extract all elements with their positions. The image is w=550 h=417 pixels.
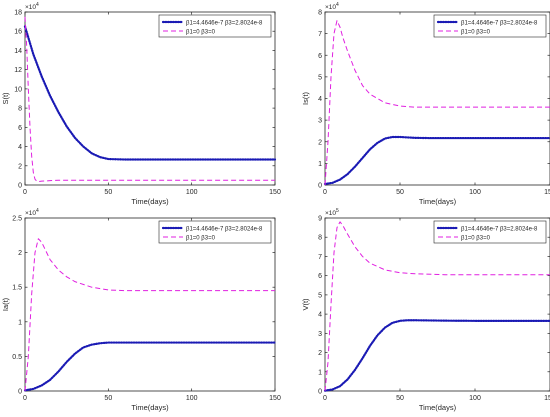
y-tick-label: 0.5 (12, 354, 22, 361)
y-tick-label: 2.5 (12, 216, 22, 223)
y-tick-label: 6 (318, 273, 322, 280)
axes-box (24, 217, 276, 392)
y-axis-multiplier: ×104 (25, 2, 39, 11)
y-tick-label: 6 (318, 53, 322, 60)
x-axis-label: Time(days) (419, 403, 457, 412)
x-tick-label: 50 (104, 395, 112, 402)
y-tick-label: 10 (14, 86, 22, 93)
y-tick-label: 8 (18, 106, 22, 113)
series-line-1 (23, 341, 277, 392)
y-tick-label: 1 (18, 319, 22, 326)
y-tick-label: 7 (318, 254, 322, 261)
legend-box (158, 220, 272, 244)
legend: β1=4.4646e-7 β3=2.8024e-8 β1=0 β3=0 (433, 220, 547, 244)
y-axis-multiplier: ×105 (325, 208, 339, 217)
x-tick-label: 0 (323, 189, 327, 196)
series-line-2 (24, 238, 275, 392)
x-axis-label: Time(days) (419, 197, 457, 206)
legend-entry-1: β1=4.4646e-7 β3=2.8024e-8 (186, 226, 263, 232)
chart-panel-3: 0 50 100 150 0 0.5 1 1.5 2 2.5×104 Time(days) Ia(t)… (1, 208, 281, 412)
y-axis-label: S(t) (1, 92, 10, 105)
legend-entry-1: β1=4.4646e-7 β3=2.8024e-8 (186, 20, 263, 26)
x-tick-label: 50 (396, 395, 404, 402)
y-tick-label: 1.5 (12, 285, 22, 292)
y-tick-label: 0 (318, 183, 322, 190)
y-tick-label: 2 (318, 350, 322, 357)
series-line-1 (23, 25, 277, 161)
x-tick-label: 100 (469, 395, 481, 402)
x-axis-label: Time(days) (131, 403, 169, 412)
y-axis-label: V(t) (301, 298, 310, 311)
y-tick-label: 0 (18, 389, 22, 396)
y-tick-label: 7 (318, 31, 322, 38)
y-tick-label: 4 (318, 312, 322, 319)
x-tick-label: 50 (104, 189, 112, 196)
y-tick-label: 9 (318, 216, 322, 223)
y-tick-label: 2 (18, 250, 22, 257)
legend-box (433, 220, 547, 244)
y-tick-label: 2 (318, 139, 322, 146)
x-tick-label: 100 (469, 189, 481, 196)
y-tick-label: 4 (18, 144, 22, 151)
y-tick-label: 8 (318, 235, 322, 242)
x-tick-label: 0 (323, 395, 327, 402)
legend-entry-2: β1=0 β3=0 (186, 29, 216, 35)
legend-entry-2: β1=0 β3=0 (461, 235, 491, 241)
legend-entry-2: β1=0 β3=0 (461, 29, 491, 35)
legend-box (433, 14, 547, 38)
y-tick-label: 4 (318, 96, 322, 103)
y-tick-label: 0 (18, 183, 22, 190)
y-tick-label: 5 (318, 74, 322, 81)
y-tick-label: 12 (14, 67, 22, 74)
y-tick-label: 3 (318, 118, 322, 125)
y-axis-label: Ia(t) (1, 297, 10, 311)
x-tick-label: 150 (269, 189, 281, 196)
y-tick-label: 8 (318, 10, 322, 17)
y-tick-label: 5 (318, 292, 322, 299)
x-tick-label: 150 (544, 189, 550, 196)
y-tick-label: 6 (18, 125, 22, 132)
y-tick-label: 14 (14, 48, 22, 55)
legend-entry-1: β1=4.4646e-7 β3=2.8024e-8 (461, 20, 538, 26)
x-tick-label: 50 (396, 189, 404, 196)
chart-panel-1: 0 50 100 150 0 2 4 6 8 10 12 14 16 18×104 Time(days) S(… (1, 2, 281, 206)
series-line-2 (324, 20, 550, 186)
y-tick-label: 1 (318, 369, 322, 376)
series-line-1 (323, 135, 550, 186)
series-line-2 (24, 16, 275, 183)
y-tick-label: 1 (318, 161, 322, 168)
chart-panel-2: 0 50 100 150 0 1 2 3 4 5 6 7 8×104 Time(days) Is(t) β1=… (301, 2, 550, 206)
axes-box (324, 217, 550, 392)
x-tick-label: 0 (23, 189, 27, 196)
axes-box (24, 11, 276, 186)
y-tick-label: 18 (14, 10, 22, 17)
legend-entry-1: β1=4.4646e-7 β3=2.8024e-8 (461, 226, 538, 232)
legend-box (158, 14, 272, 38)
y-tick-label: 3 (318, 331, 322, 338)
y-tick-label: 2 (18, 163, 22, 170)
series-line-1 (323, 319, 550, 392)
y-axis-label: Is(t) (301, 92, 310, 105)
x-tick-label: 150 (544, 395, 550, 402)
legend-entry-2: β1=0 β3=0 (186, 235, 216, 241)
x-tick-label: 100 (186, 395, 198, 402)
y-axis-multiplier: ×104 (325, 2, 339, 11)
x-tick-label: 150 (269, 395, 281, 402)
legend: β1=4.4646e-7 β3=2.8024e-8 β1=0 β3=0 (433, 14, 547, 38)
y-tick-label: 0 (318, 389, 322, 396)
legend: β1=4.4646e-7 β3=2.8024e-8 β1=0 β3=0 (158, 220, 272, 244)
y-axis-multiplier: ×104 (25, 208, 39, 217)
series-line-2 (324, 221, 550, 392)
y-tick-label: 16 (14, 29, 22, 36)
legend: β1=4.4646e-7 β3=2.8024e-8 β1=0 β3=0 (158, 14, 272, 38)
x-tick-label: 100 (186, 189, 198, 196)
x-axis-label: Time(days) (131, 197, 169, 206)
x-tick-label: 0 (23, 395, 27, 402)
